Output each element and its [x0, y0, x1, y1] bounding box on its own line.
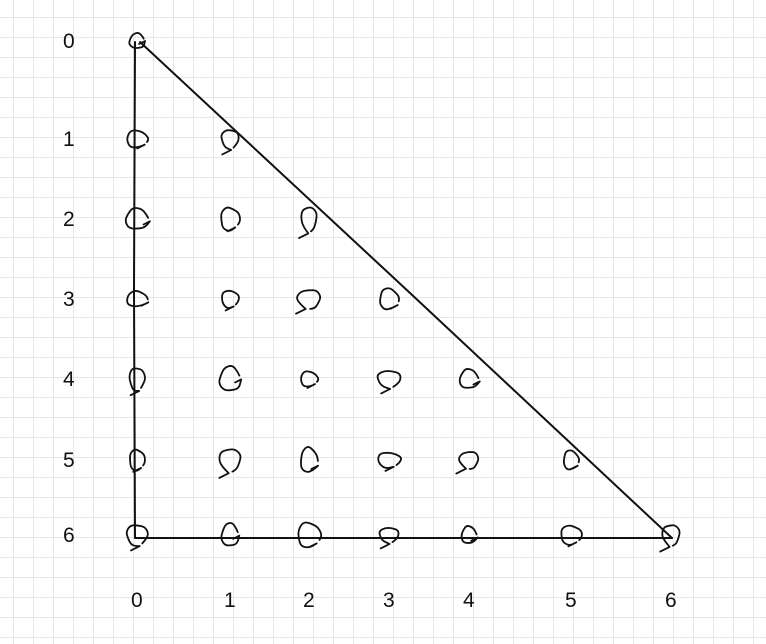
point-mark-5-2	[300, 446, 319, 473]
point-mark-5-5	[562, 449, 580, 471]
point-mark-6-6	[659, 524, 681, 553]
point-mark-4-4	[458, 368, 481, 389]
row-label-6: 6	[63, 524, 75, 547]
point-mark-6-0	[125, 524, 149, 552]
col-label-5: 5	[565, 589, 577, 612]
point-mark-4-1	[218, 365, 243, 392]
row-label-4: 4	[63, 368, 75, 391]
col-label-4: 4	[463, 589, 475, 612]
point-mark-1-0	[126, 129, 150, 150]
col-label-2: 2	[303, 589, 315, 612]
col-label-3: 3	[383, 589, 395, 612]
triangle-left-edge	[133, 41, 136, 539]
triangle-edges	[133, 41, 673, 539]
point-mark-6-1	[220, 522, 241, 547]
point-marks	[124, 32, 681, 553]
row-label-1: 1	[63, 128, 75, 151]
point-mark-1-1	[220, 129, 240, 156]
point-mark-3-0	[126, 290, 150, 308]
point-mark-3-1	[221, 289, 240, 312]
point-mark-6-3	[378, 526, 400, 550]
point-mark-0-0	[128, 32, 146, 49]
point-mark-4-0	[128, 367, 146, 397]
col-label-1: 1	[224, 589, 236, 612]
point-mark-3-2	[295, 289, 322, 315]
point-mark-6-4	[460, 525, 479, 544]
row-label-2: 2	[63, 208, 75, 231]
axis-labels: 0 1 2 3 4 5 6 0 1 2 3 4 5 6	[63, 30, 677, 612]
point-mark-2-2	[298, 206, 318, 239]
row-label-5: 5	[63, 449, 75, 472]
point-mark-5-3	[377, 451, 402, 472]
point-mark-4-3	[376, 370, 402, 395]
point-mark-5-0	[129, 448, 146, 473]
point-mark-3-3	[379, 287, 400, 311]
row-label-3: 3	[63, 288, 75, 311]
row-label-0: 0	[63, 30, 75, 53]
col-label-6: 6	[665, 589, 677, 612]
point-mark-5-1	[218, 448, 242, 479]
point-mark-5-4	[455, 451, 480, 475]
point-mark-2-0	[124, 207, 151, 230]
point-mark-4-2	[300, 370, 320, 389]
point-mark-6-2	[297, 521, 323, 549]
point-mark-2-1	[220, 206, 241, 233]
triangle-hypotenuse	[139, 41, 673, 539]
col-label-0: 0	[131, 589, 143, 612]
point-mark-6-5	[560, 524, 583, 548]
